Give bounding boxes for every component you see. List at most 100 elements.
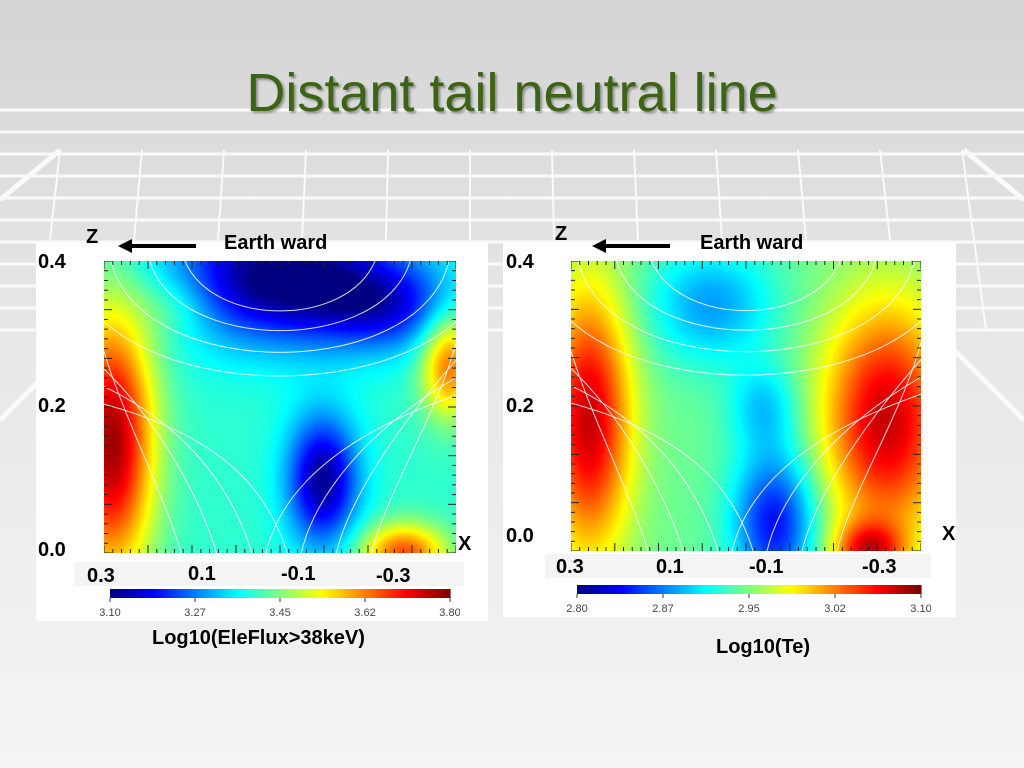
right-ytick-0.4: 0.4	[506, 251, 534, 273]
colorbar-segment	[809, 585, 813, 594]
colorbar-segment	[746, 585, 750, 594]
colorbar-segment	[648, 585, 653, 594]
colorbar-segment	[110, 589, 114, 598]
colorbar-segment	[740, 585, 744, 594]
field-line-4	[571, 350, 649, 551]
colorbar-segment	[820, 585, 825, 594]
colorbar-segment	[812, 585, 816, 594]
colorbar-tick-label: 3.27	[184, 607, 205, 619]
colorbar-segment	[835, 585, 839, 594]
colorbar-segment	[783, 585, 787, 594]
colorbar-segment	[268, 589, 273, 598]
colorbar-tick-label: 2.80	[567, 603, 588, 615]
colorbar-segment	[734, 585, 739, 594]
colorbar-segment	[794, 585, 799, 594]
colorbar-segment	[237, 589, 241, 598]
field-line-6	[571, 385, 719, 551]
colorbar-tick-label: 3.10	[910, 603, 931, 615]
colorbar-segment	[433, 589, 437, 598]
colorbar-segment	[350, 589, 355, 598]
colorbar-segment	[155, 589, 159, 598]
right-ytick-0.2: 0.2	[506, 395, 534, 417]
colorbar-segment	[620, 585, 624, 594]
colorbar-segment	[628, 585, 633, 594]
colorbar-segment	[918, 585, 922, 594]
colorbar-segment	[611, 585, 615, 594]
colorbar-segment	[892, 585, 896, 594]
left-xtick--0.3: -0.3	[376, 565, 411, 587]
colorbar-segment	[691, 585, 696, 594]
colorbar-segment	[175, 589, 179, 598]
field-line-2	[577, 261, 915, 353]
colorbar-segment	[418, 589, 423, 598]
right-x-axis-label: X	[942, 523, 956, 545]
colorbar-segment	[257, 589, 261, 598]
colorbar-segment	[846, 585, 850, 594]
colorbar-segment	[435, 589, 440, 598]
colorbar-segment	[829, 585, 833, 594]
colorbar-segment	[285, 589, 290, 598]
colorbar-segment	[605, 585, 610, 594]
colorbar-segment	[777, 585, 782, 594]
colorbar-segment	[880, 585, 885, 594]
colorbar-segment	[336, 589, 341, 598]
colorbar-segment	[291, 589, 295, 598]
colorbar-segment	[356, 589, 360, 598]
colorbar-segment	[683, 585, 687, 594]
colorbar-segment	[780, 585, 784, 594]
colorbar-segment	[760, 585, 764, 594]
colorbar-segment	[582, 585, 587, 594]
field-line-5	[571, 367, 684, 551]
colorbar-segment	[370, 589, 375, 598]
colorbar-segment	[703, 585, 707, 594]
colorbar-segment	[677, 585, 681, 594]
colorbar-segment	[141, 589, 145, 598]
colorbar-segment	[886, 585, 891, 594]
colorbar-segment	[348, 589, 352, 598]
colorbar-segment	[685, 585, 690, 594]
colorbar-segment	[166, 589, 171, 598]
colorbar-segment	[373, 589, 377, 598]
colorbar-segment	[444, 589, 448, 598]
colorbar-segment	[294, 589, 298, 598]
colorbar-segment	[325, 589, 329, 598]
colorbar-segment	[203, 589, 207, 598]
colorbar-segment	[328, 589, 332, 598]
left-field-lines	[104, 261, 456, 553]
colorbar-segment	[763, 585, 767, 594]
left-colorbar: 3.10 3.27 3.45 3.62 3.80	[100, 589, 460, 619]
colorbar-segment	[751, 585, 756, 594]
colorbar-segment	[797, 585, 802, 594]
colorbar-segment	[407, 589, 411, 598]
colorbar-segment	[169, 589, 173, 598]
colorbar-segment	[631, 585, 635, 594]
colorbar-segment	[726, 585, 730, 594]
colorbar-segment	[832, 585, 836, 594]
colorbar-segment	[274, 589, 278, 598]
colorbar-segment	[634, 585, 638, 594]
colorbar-segment	[786, 585, 790, 594]
colorbar-segment	[265, 589, 270, 598]
colorbar-segment	[387, 589, 392, 598]
colorbar-segment	[382, 589, 386, 598]
colorbar-segment	[161, 589, 165, 598]
colorbar-tick-label: 3.62	[354, 607, 375, 619]
right-heatmap	[571, 261, 921, 551]
colorbar-segment	[708, 585, 713, 594]
colorbar-segment	[246, 589, 250, 598]
colorbar-segment	[717, 585, 721, 594]
left-xtick-0.3: 0.3	[87, 565, 115, 587]
left-heatmap	[104, 261, 456, 553]
colorbar-segment	[229, 589, 233, 598]
colorbar-segment	[602, 585, 607, 594]
colorbar-segment	[857, 585, 862, 594]
colorbar-segment	[823, 585, 827, 594]
colorbar-segment	[359, 589, 363, 598]
left-z-axis-label: Z	[86, 226, 99, 248]
colorbar-segment	[906, 585, 911, 594]
colorbar-segment	[223, 589, 227, 598]
right-earthward-arrow	[592, 239, 670, 253]
colorbar-segment	[585, 585, 590, 594]
colorbar-segment	[852, 585, 856, 594]
colorbar-segment	[209, 589, 213, 598]
